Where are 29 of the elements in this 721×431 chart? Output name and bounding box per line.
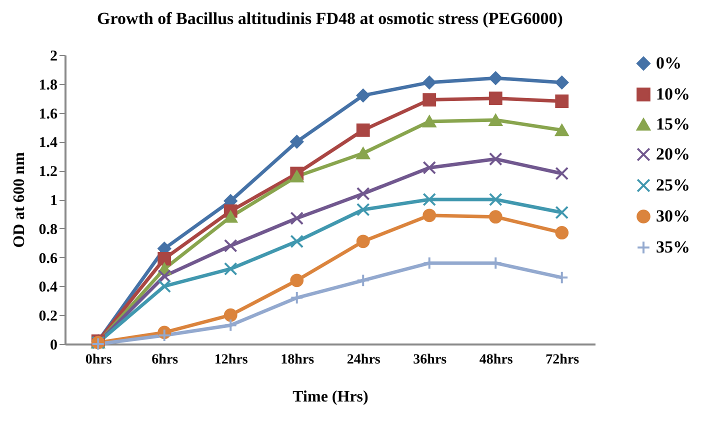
x-tick-label: 12hrs bbox=[214, 352, 248, 368]
x-tick-label: 0hrs bbox=[85, 352, 112, 368]
y-tick-label: 1.4 bbox=[38, 135, 58, 152]
x-tick-label: 36hrs bbox=[413, 352, 448, 368]
legend-label: 0% bbox=[656, 54, 682, 72]
y-axis-title: OD at 600 nm bbox=[10, 152, 28, 248]
x-tick-label: 6hrs bbox=[152, 352, 179, 368]
chart-title: Growth of Bacillus altitudinis FD48 at osmotic stress (PEG6000) bbox=[97, 9, 563, 28]
x-tick-label: 48hrs bbox=[479, 352, 514, 368]
y-tick-label: 0 bbox=[50, 338, 58, 354]
y-tick-label: 0.4 bbox=[38, 280, 58, 296]
x-tick-label: 18hrs bbox=[280, 352, 315, 368]
legend-label: 15% bbox=[656, 114, 690, 134]
y-tick-label: 0.6 bbox=[38, 250, 58, 267]
x-tick-label: 24hrs bbox=[346, 352, 381, 368]
legend-label: 25% bbox=[656, 176, 690, 194]
y-tick-label: 1 bbox=[50, 193, 58, 209]
legend-label: 35% bbox=[656, 238, 690, 256]
legend-label: 30% bbox=[656, 206, 690, 226]
x-axis-title: Time (Hrs) bbox=[292, 388, 368, 406]
legend-label: 20% bbox=[656, 144, 690, 164]
y-tick-label: 0.2 bbox=[38, 308, 58, 325]
y-tick-label: 1.2 bbox=[38, 164, 58, 180]
x-tick-label: 72hrs bbox=[546, 352, 580, 368]
y-tick-label: 1.8 bbox=[38, 77, 58, 94]
y-tick-label: 1.6 bbox=[38, 106, 58, 122]
y-tick-label: 0.8 bbox=[38, 222, 58, 238]
y-tick-label: 2 bbox=[50, 48, 58, 64]
legend-label: 10% bbox=[656, 84, 690, 104]
